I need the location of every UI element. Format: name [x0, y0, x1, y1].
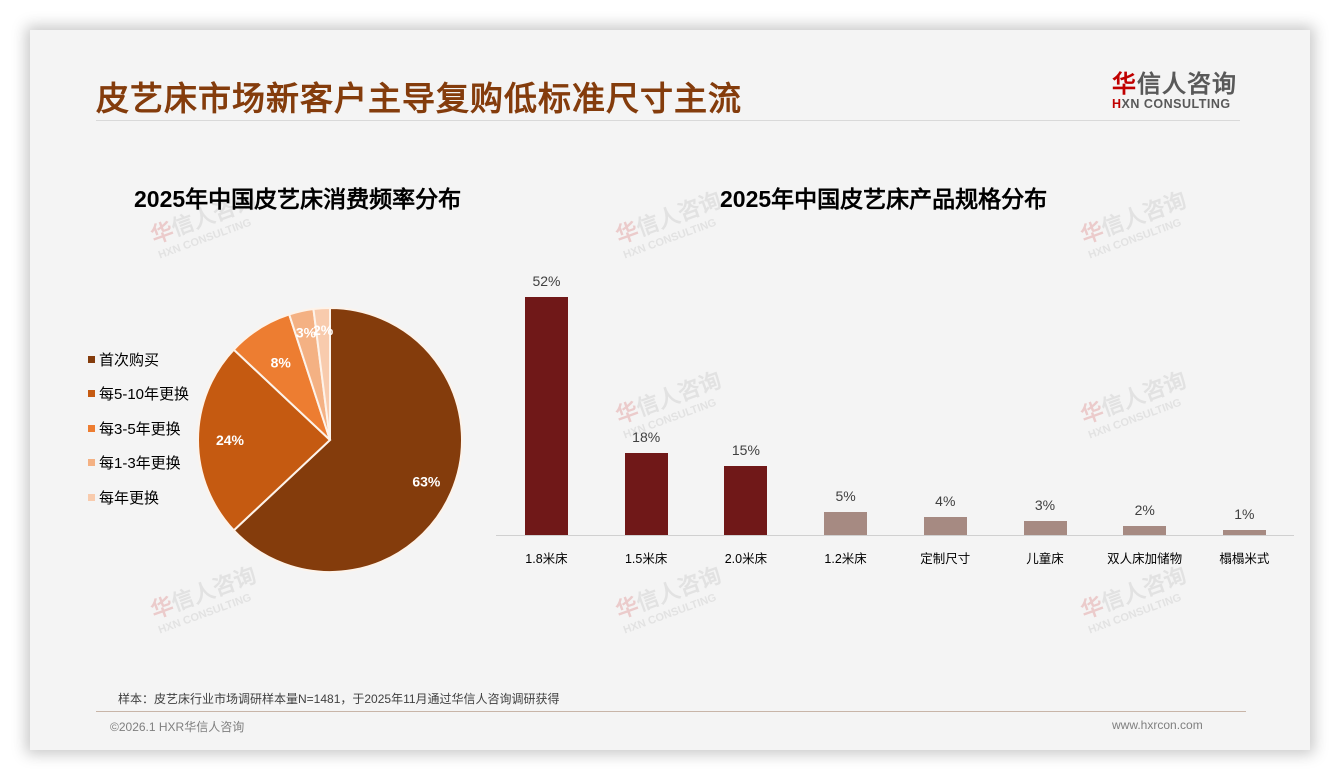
legend-item: 首次购买	[88, 342, 189, 377]
bar-category-label: 儿童床	[1026, 552, 1064, 566]
x-axis-line	[496, 535, 1294, 536]
legend-swatch-icon	[88, 355, 95, 363]
pie-value-label: 24%	[216, 432, 245, 448]
legend-swatch-icon	[88, 424, 95, 432]
bar-value-label: 3%	[1034, 497, 1056, 514]
legend-swatch-icon	[88, 390, 95, 398]
logo-en: HXN CONSULTING	[1112, 97, 1231, 111]
bar	[923, 516, 967, 535]
sample-note: 样本：皮艺床行业市场调研样本量N=1481，于2025年11月通过华信人咨询调研…	[118, 692, 560, 706]
bar-category-label: 1.2米床	[824, 552, 867, 566]
pie-chart-title: 2025年中国皮艺床消费频率分布	[134, 186, 462, 212]
watermark: 华信人咨询 HXN CONSULTING	[612, 187, 725, 262]
bar-category-label: 1.8米床	[525, 552, 568, 566]
footer-divider	[96, 711, 1246, 712]
legend-item: 每3-5年更换	[88, 411, 189, 446]
page-title: 皮艺床市场新客户主导复购低标准尺寸主流	[96, 80, 742, 117]
bar	[624, 452, 668, 535]
bar	[525, 297, 568, 535]
slide: 华信人咨询 HXN CONSULTING 华信人咨询 HXN CONSULTING 华信…	[30, 30, 1310, 750]
title-divider	[96, 120, 1240, 121]
pie-slice	[312, 306, 331, 441]
pie-slice	[232, 306, 463, 573]
legend-item: 每1-3年更换	[88, 446, 189, 481]
bar-chart-title: 2025年中国皮艺床产品规格分布	[720, 186, 1048, 212]
bar-category-label: 1.5米床	[624, 552, 668, 566]
legend-item: 每年更换	[88, 480, 189, 515]
copyright-text: ©2026.1 HXR华信人咨询	[110, 720, 245, 734]
bar-category-label: 榻榻米式	[1219, 552, 1270, 566]
pie-legend: 首次购买 每5-10年更换 每3-5年更换 每1-3年更换 每年更换	[88, 342, 189, 515]
bar	[1222, 530, 1266, 535]
bar-value-label: 18%	[632, 428, 661, 445]
bar-category-label: 2.0米床	[724, 552, 768, 566]
bar	[724, 466, 768, 535]
bar-chart: 52% 1.8米床 18% 1.5米床 15% 2.0米床 5% 1.2米床 4% 定制尺寸 3% 儿…	[496, 270, 1296, 570]
bar-value-label: 4%	[935, 492, 956, 509]
bar-category-label: 双人床加储物	[1107, 552, 1183, 566]
bar-value-label: 15%	[731, 442, 760, 459]
legend-swatch-icon	[88, 459, 95, 467]
legend-item: 每5-10年更换	[88, 377, 189, 412]
bar-value-label: 2%	[1134, 501, 1155, 518]
pie-value-label: 63%	[412, 474, 441, 490]
bar	[1023, 521, 1067, 535]
bar	[1123, 525, 1167, 535]
pie-value-label: 8%	[271, 354, 292, 370]
bar	[824, 512, 868, 535]
logo-cn: 华信人咨询	[1112, 71, 1237, 98]
bar-value-label: 5%	[835, 488, 856, 505]
website-link[interactable]: www.hxrcon.com	[1112, 718, 1203, 732]
pie-chart: 63% 24% 8%3%2%	[197, 306, 463, 573]
company-logo: 华信人咨询 HXN CONSULTING	[1112, 64, 1242, 111]
bar-category-label: 定制尺寸	[920, 552, 971, 566]
pie-value-label: 3%	[296, 325, 317, 341]
pie-value-label: 2%	[313, 322, 334, 338]
bar-value-label: 1%	[1234, 506, 1255, 523]
pie-slice	[197, 348, 332, 532]
bar-value-label: 52%	[532, 273, 561, 289]
watermark: 华信人咨询 HXN CONSULTING	[1077, 187, 1190, 262]
legend-swatch-icon	[88, 493, 95, 501]
